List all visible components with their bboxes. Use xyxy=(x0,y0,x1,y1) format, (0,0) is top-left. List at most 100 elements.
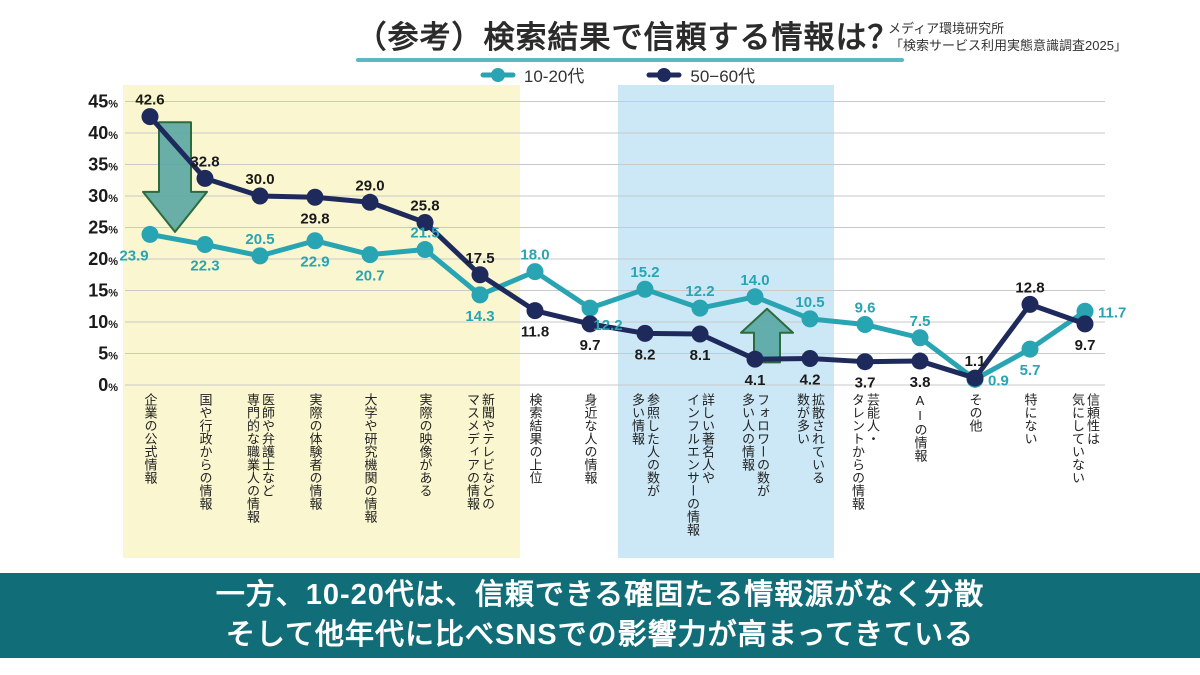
data-point xyxy=(251,247,269,265)
value-label: 17.5 xyxy=(465,250,494,267)
category-label: 新聞やテレビなどの xyxy=(480,392,495,510)
value-label: 4.1 xyxy=(745,372,766,389)
category-label: 検索結果の上位 xyxy=(528,393,543,484)
trend-arrow-up xyxy=(740,307,794,364)
category-label: AIの情報 xyxy=(913,393,928,462)
category-label: 国や行政からの情報 xyxy=(198,393,213,510)
category-label: 参照した人の数が xyxy=(645,392,660,497)
value-label: 9.7 xyxy=(1075,337,1096,354)
value-label: 25.8 xyxy=(410,197,439,214)
value-label: 0.9 xyxy=(988,372,1009,389)
category-label: 特にない xyxy=(1023,393,1038,445)
value-label: 4.2 xyxy=(800,372,821,389)
category-label: タレントからの情報 xyxy=(850,393,865,510)
value-label: 30.0 xyxy=(245,171,274,188)
value-label: 14.3 xyxy=(465,308,494,325)
category-label: 実際の体験者の情報 xyxy=(308,392,323,510)
category-label: 拡散されている xyxy=(810,393,825,484)
value-label: 8.1 xyxy=(690,347,711,364)
value-label: 5.7 xyxy=(1020,362,1041,379)
category-label: その他 xyxy=(968,393,983,433)
value-label: 3.7 xyxy=(855,375,876,392)
data-point xyxy=(1021,295,1039,313)
value-label: 12.8 xyxy=(1015,279,1044,296)
data-point xyxy=(801,350,819,368)
category-label: 多い情報 xyxy=(630,392,645,445)
data-point xyxy=(581,315,599,333)
value-label: 14.0 xyxy=(740,272,769,289)
data-point xyxy=(966,369,984,387)
category-label: 医師や弁護士など xyxy=(260,393,275,497)
data-point xyxy=(911,352,929,370)
y-axis-tick: 0% xyxy=(98,375,118,395)
value-label: 8.2 xyxy=(635,346,656,363)
data-point xyxy=(361,193,379,211)
category-label: 数が多い xyxy=(795,393,810,445)
data-point xyxy=(856,316,874,334)
y-axis-tick: 35% xyxy=(88,155,118,175)
value-label: 9.7 xyxy=(580,337,601,354)
value-label: 32.8 xyxy=(190,153,219,170)
data-point xyxy=(196,169,214,187)
data-point xyxy=(691,325,709,343)
category-label: 専門的な職業人の情報 xyxy=(245,393,260,523)
data-point xyxy=(636,324,654,342)
data-point xyxy=(141,108,159,126)
data-point xyxy=(1076,315,1094,333)
value-label: 22.3 xyxy=(190,258,219,275)
y-axis-tick: 25% xyxy=(88,218,118,238)
y-axis-tick: 10% xyxy=(88,312,118,332)
legend-label: 10-20代 xyxy=(523,67,585,86)
data-point xyxy=(416,241,434,259)
data-point xyxy=(526,302,544,320)
value-label: 1.1 xyxy=(965,353,986,370)
data-point xyxy=(636,280,654,298)
trust-info-line-chart: 0% 5% 10% 15% 20% 25% 30% 35% 40% 45% 23.9 22.3 20.5… xyxy=(88,85,1126,558)
value-label: 7.5 xyxy=(910,313,931,330)
line-chart: 0% 5% 10% 15% 20% 25% 30% 35% 40% 45% 23.9 22.3 20.5… xyxy=(0,85,1200,560)
value-label: 15.2 xyxy=(630,264,659,281)
chart-legend: 10-20代 50−60代 xyxy=(0,62,1200,87)
value-label: 10.5 xyxy=(795,294,824,311)
value-label: 23.9 xyxy=(119,247,148,264)
value-label: 29.0 xyxy=(355,177,384,194)
summary-line-2: そして他年代に比べSNSでの影響力が高まってきている xyxy=(225,619,975,651)
category-label: フォロワーの数が xyxy=(755,393,770,497)
y-axis-tick: 30% xyxy=(88,186,118,206)
source-line-1: メディア環境研究所 xyxy=(888,21,1005,36)
data-point xyxy=(1021,340,1039,358)
category-label: 大学や研究機関の情報 xyxy=(363,393,378,523)
legend-item-50-60: 50−60代 xyxy=(646,62,755,87)
value-label: 12.2 xyxy=(593,317,622,334)
y-axis-tick: 40% xyxy=(88,123,118,143)
data-point xyxy=(526,263,544,281)
category-label: マスメディアの情報 xyxy=(465,393,480,510)
data-point xyxy=(196,236,214,254)
series-line-50−60代 xyxy=(147,114,1088,381)
value-label: 18.0 xyxy=(520,247,549,264)
category-label: 身近な人の情報 xyxy=(583,392,598,484)
legend-item-10-20: 10-20代 xyxy=(480,62,584,87)
value-label: 12.2 xyxy=(685,283,714,300)
data-point xyxy=(471,286,489,304)
legend-marker-icon xyxy=(646,67,682,82)
category-label: 詳しい著名人や xyxy=(700,392,715,484)
data-point xyxy=(251,187,269,205)
value-label: 11.7 xyxy=(1098,304,1126,321)
title-underline xyxy=(356,58,904,62)
value-label: 22.9 xyxy=(300,254,329,271)
source-attribution: メディア環境研究所 「検索サービス利用実態意識調査2025」 xyxy=(888,20,1188,54)
value-label: 20.5 xyxy=(245,231,274,248)
value-label: 3.8 xyxy=(910,374,931,391)
data-point xyxy=(581,299,599,317)
data-point xyxy=(471,266,489,284)
category-label: 実際の映像がある xyxy=(418,392,433,497)
category-label: 信頼性は xyxy=(1085,393,1100,445)
value-label: 42.6 xyxy=(135,92,164,109)
data-point xyxy=(416,213,434,231)
value-label: 29.8 xyxy=(300,210,329,227)
y-axis-tick: 5% xyxy=(98,344,118,364)
data-point xyxy=(361,246,379,264)
category-label: 芸能人・ xyxy=(865,392,880,445)
